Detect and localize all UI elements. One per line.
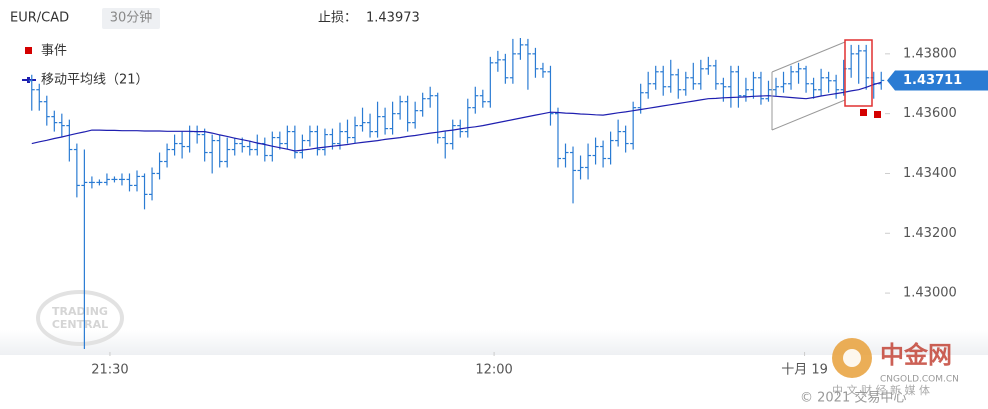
legend-marker (27, 77, 30, 83)
watermark-text: © 2021 交易中心 (800, 390, 906, 406)
watermark-text: 中 文 财 经 新 媒 体 (832, 383, 930, 397)
last-price-label: 1.43711 (903, 73, 962, 88)
watermark-text: TRADING (52, 305, 108, 318)
event-marker (874, 111, 881, 118)
event-marker (860, 109, 867, 116)
x-tick-label: 12:00 (475, 363, 512, 378)
stop-loss-label: 止损： (318, 11, 357, 26)
bottom-fade (0, 330, 988, 355)
trading-central-watermark: TRADING CENTRAL (36, 290, 124, 346)
interval-badge[interactable] (102, 8, 160, 29)
legend-label: 移动平均线（21） (41, 73, 149, 88)
chart-title: EUR/CAD (10, 11, 69, 26)
x-tick-label: 21:30 (91, 363, 128, 378)
legend-marker (25, 47, 32, 54)
legend-label: 事件 (41, 44, 67, 59)
y-tick-label: 1.43200 (903, 226, 957, 241)
y-tick-label: 1.43000 (903, 286, 957, 301)
stop-loss-value: 1.43973 (366, 11, 420, 26)
watermark-text: CNGOLD.COM.CN (880, 375, 959, 385)
x-tick-label: 十月 19 (781, 363, 828, 378)
y-tick-label: 1.43600 (903, 106, 957, 121)
y-tick-label: 1.43400 (903, 166, 957, 181)
highlight-box (844, 39, 873, 107)
channel (771, 41, 846, 131)
cngold-watermark: 中金网 CNGOLD.COM.CN 中 文 财 经 新 媒 体 © 2021 交… (800, 338, 959, 406)
last-price-tag (887, 70, 988, 91)
watermark-text: CENTRAL (52, 318, 108, 331)
interval: 30分钟 (110, 10, 153, 26)
y-tick-label: 1.43800 (903, 46, 957, 61)
watermark-text: 中金网 (880, 341, 952, 369)
moving-average (31, 81, 882, 152)
